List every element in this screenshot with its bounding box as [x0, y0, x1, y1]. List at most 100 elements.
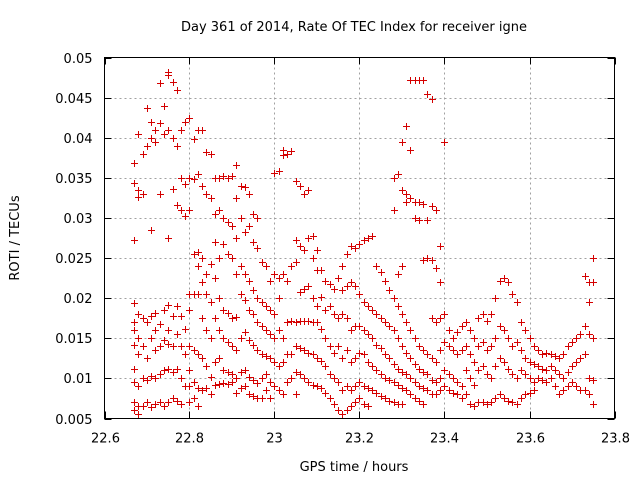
data-point [301, 247, 308, 254]
data-point [174, 398, 181, 405]
data-point [327, 281, 334, 288]
data-point [399, 311, 406, 318]
x-tick-label: 22.8 [175, 432, 204, 447]
data-point [284, 151, 291, 158]
data-point [259, 299, 266, 306]
data-point [386, 377, 393, 384]
data-point [446, 327, 453, 334]
data-point [135, 187, 142, 194]
data-point [216, 381, 223, 388]
data-point [157, 371, 164, 378]
data-point [335, 407, 342, 414]
data-point [527, 359, 534, 366]
data-point [216, 207, 223, 214]
data-point [305, 379, 312, 386]
y-tick-label: 0.025 [55, 252, 92, 267]
data-point [361, 327, 368, 334]
data-point [276, 327, 283, 334]
data-point [174, 87, 181, 94]
data-point [403, 191, 410, 198]
data-point [539, 366, 546, 373]
data-point [310, 351, 317, 358]
data-point [480, 311, 487, 318]
data-point [242, 271, 249, 278]
data-points [131, 69, 597, 418]
data-point [310, 255, 317, 262]
data-point [331, 311, 338, 318]
data-point [318, 385, 325, 392]
data-point [271, 170, 278, 177]
data-point [267, 307, 274, 314]
data-point [441, 139, 448, 146]
data-point [471, 359, 478, 366]
data-point [250, 377, 257, 384]
data-point [314, 319, 321, 326]
data-point [339, 355, 346, 362]
data-point [131, 319, 138, 326]
data-point [293, 237, 300, 244]
data-point [467, 401, 474, 408]
data-point [348, 243, 355, 250]
data-point [446, 387, 453, 394]
data-point [254, 245, 261, 252]
data-point [220, 335, 227, 342]
data-point [195, 249, 202, 256]
data-point [356, 323, 363, 330]
data-point [407, 195, 414, 202]
data-point [437, 279, 444, 286]
data-point [208, 261, 215, 268]
data-point [148, 373, 155, 380]
data-point [216, 175, 223, 182]
data-point [191, 395, 198, 402]
data-point [220, 241, 227, 248]
data-point [271, 359, 278, 366]
data-point [203, 291, 210, 298]
data-point [254, 380, 261, 387]
data-point [365, 385, 372, 392]
data-point [135, 383, 142, 390]
data-point [288, 263, 295, 270]
data-point [301, 286, 308, 293]
data-point [246, 374, 253, 381]
data-point [552, 383, 559, 390]
data-point [250, 239, 257, 246]
data-point [403, 350, 410, 357]
data-point [424, 255, 431, 262]
data-point [246, 191, 253, 198]
data-point [170, 369, 177, 376]
data-point [297, 183, 304, 190]
data-point [170, 79, 177, 86]
data-point [140, 315, 147, 322]
data-point [420, 257, 427, 264]
data-point [170, 313, 177, 320]
data-point [220, 367, 227, 374]
x-tick-labels: 22.6 22.8 23 23.2 23.4 23.6 23.8 [91, 432, 630, 447]
data-point [509, 399, 516, 406]
data-point [174, 331, 181, 338]
data-point [420, 77, 427, 84]
data-point [573, 335, 580, 342]
data-point [335, 315, 342, 322]
data-point [178, 175, 185, 182]
axis-ticks [104, 57, 616, 420]
data-point [322, 307, 329, 314]
data-point [161, 337, 168, 344]
data-point [412, 215, 419, 222]
data-point [271, 271, 278, 278]
data-point [182, 181, 189, 188]
data-point [152, 327, 159, 334]
data-point [391, 327, 398, 334]
data-point [450, 335, 457, 342]
data-point [416, 398, 423, 405]
data-point [395, 366, 402, 373]
data-point [314, 355, 321, 362]
data-point [186, 343, 193, 350]
data-point [459, 347, 466, 354]
data-point [148, 404, 155, 411]
y-tick-label: 0.035 [55, 172, 92, 187]
data-point [386, 355, 393, 362]
data-point [335, 379, 342, 386]
data-point [497, 323, 504, 330]
data-point [216, 327, 223, 334]
data-point [450, 347, 457, 354]
